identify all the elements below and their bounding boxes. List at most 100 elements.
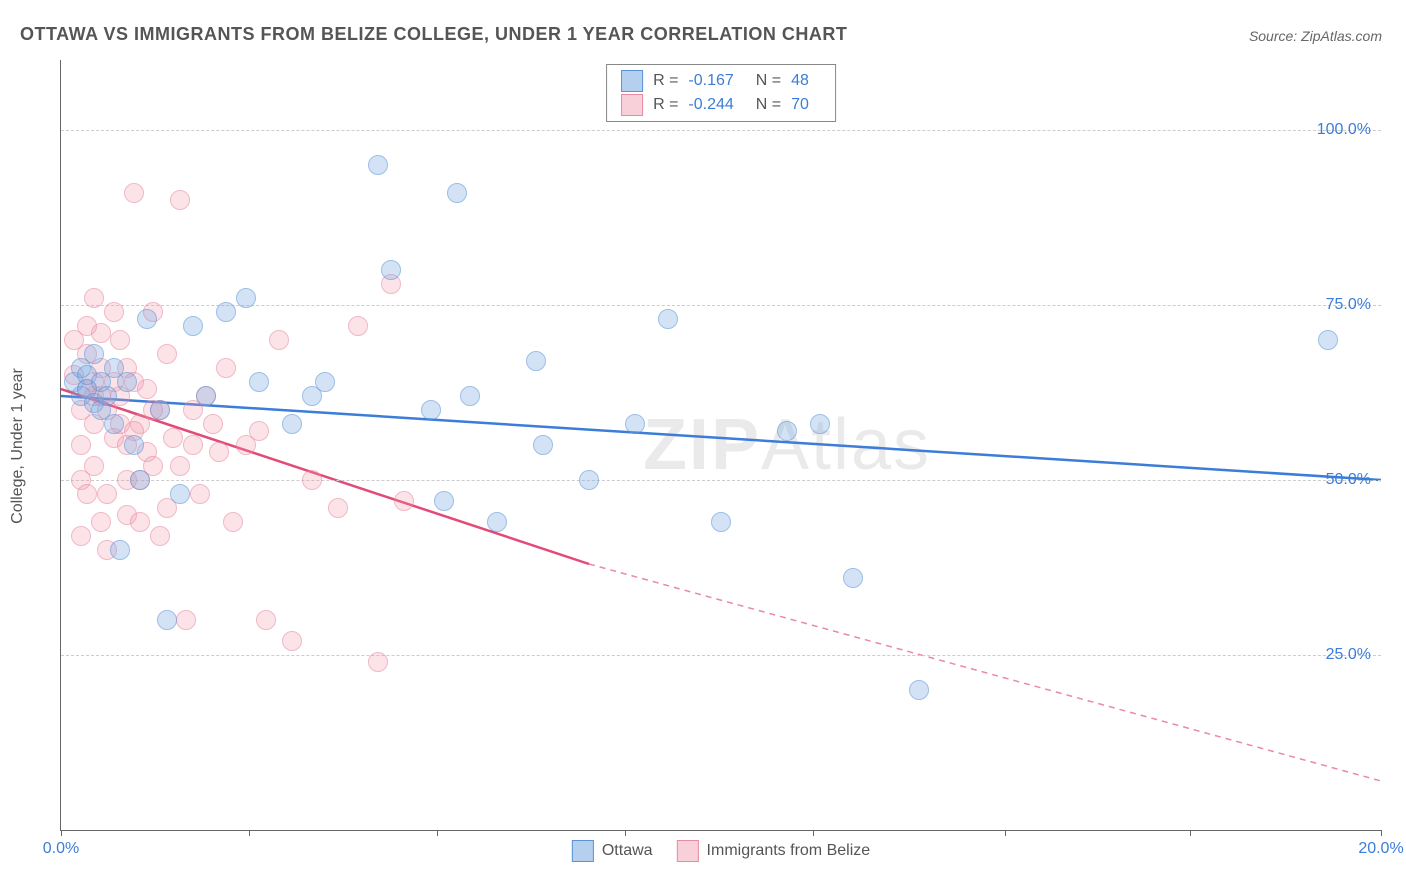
scatter-point bbox=[236, 288, 256, 308]
source-label: Source: ZipAtlas.com bbox=[1249, 28, 1382, 44]
gridline bbox=[61, 130, 1381, 131]
y-tick-label: 25.0% bbox=[1326, 646, 1371, 664]
scatter-point bbox=[84, 456, 104, 476]
legend-stats-row: R = -0.167 N = 48 bbox=[621, 69, 821, 93]
scatter-point bbox=[124, 183, 144, 203]
legend-item-belize: Immigrants from Belize bbox=[677, 840, 871, 862]
scatter-point bbox=[421, 400, 441, 420]
scatter-point bbox=[91, 512, 111, 532]
x-tick-label: 20.0% bbox=[1358, 840, 1403, 858]
legend-label: Immigrants from Belize bbox=[707, 842, 871, 860]
n-label: N = bbox=[756, 69, 781, 93]
scatter-point bbox=[249, 421, 269, 441]
scatter-point bbox=[282, 414, 302, 434]
scatter-point bbox=[170, 484, 190, 504]
scatter-point bbox=[163, 428, 183, 448]
scatter-point bbox=[249, 372, 269, 392]
scatter-point bbox=[381, 260, 401, 280]
scatter-point bbox=[711, 512, 731, 532]
scatter-point bbox=[110, 330, 130, 350]
gridline bbox=[61, 305, 1381, 306]
scatter-point bbox=[137, 309, 157, 329]
r-value: -0.167 bbox=[688, 69, 733, 93]
scatter-point bbox=[190, 484, 210, 504]
scatter-point bbox=[97, 386, 117, 406]
scatter-point bbox=[269, 330, 289, 350]
scatter-point bbox=[110, 540, 130, 560]
legend-series: Ottawa Immigrants from Belize bbox=[572, 840, 870, 862]
x-tick-mark bbox=[1381, 830, 1382, 836]
x-tick-mark bbox=[1005, 830, 1006, 836]
scatter-point bbox=[256, 610, 276, 630]
scatter-point bbox=[487, 512, 507, 532]
scatter-point bbox=[216, 358, 236, 378]
y-tick-label: 75.0% bbox=[1326, 296, 1371, 314]
x-tick-label: 0.0% bbox=[43, 840, 79, 858]
x-tick-mark bbox=[61, 830, 62, 836]
trend-lines bbox=[61, 60, 1381, 830]
scatter-point bbox=[777, 421, 797, 441]
r-label: R = bbox=[653, 69, 678, 93]
scatter-point bbox=[909, 680, 929, 700]
plot-area: ZIPAtlas R = -0.167 N = 48 R = -0.244 N … bbox=[60, 60, 1381, 831]
swatch-belize-icon bbox=[621, 94, 643, 116]
legend-stats: R = -0.167 N = 48 R = -0.244 N = 70 bbox=[606, 64, 836, 122]
scatter-point bbox=[176, 610, 196, 630]
scatter-point bbox=[130, 512, 150, 532]
scatter-point bbox=[150, 526, 170, 546]
scatter-point bbox=[157, 344, 177, 364]
scatter-point bbox=[447, 183, 467, 203]
scatter-point bbox=[460, 386, 480, 406]
gridline bbox=[61, 655, 1381, 656]
scatter-point bbox=[71, 526, 91, 546]
n-label: N = bbox=[756, 93, 781, 117]
scatter-point bbox=[302, 470, 322, 490]
scatter-point bbox=[526, 351, 546, 371]
x-tick-mark bbox=[625, 830, 626, 836]
gridline bbox=[61, 480, 1381, 481]
scatter-point bbox=[1318, 330, 1338, 350]
scatter-point bbox=[71, 435, 91, 455]
scatter-point bbox=[170, 190, 190, 210]
swatch-belize-icon bbox=[677, 840, 699, 862]
scatter-point bbox=[77, 484, 97, 504]
scatter-point bbox=[84, 288, 104, 308]
scatter-point bbox=[348, 316, 368, 336]
scatter-point bbox=[196, 386, 216, 406]
scatter-point bbox=[104, 302, 124, 322]
x-tick-mark bbox=[1190, 830, 1191, 836]
scatter-point bbox=[216, 302, 236, 322]
legend-item-ottawa: Ottawa bbox=[572, 840, 653, 862]
swatch-ottawa-icon bbox=[572, 840, 594, 862]
scatter-point bbox=[223, 512, 243, 532]
legend-stats-row: R = -0.244 N = 70 bbox=[621, 93, 821, 117]
swatch-ottawa-icon bbox=[621, 70, 643, 92]
scatter-point bbox=[394, 491, 414, 511]
scatter-point bbox=[579, 470, 599, 490]
scatter-point bbox=[183, 435, 203, 455]
scatter-point bbox=[533, 435, 553, 455]
scatter-point bbox=[97, 484, 117, 504]
scatter-point bbox=[434, 491, 454, 511]
r-value: -0.244 bbox=[688, 93, 733, 117]
scatter-point bbox=[150, 400, 170, 420]
r-label: R = bbox=[653, 93, 678, 117]
scatter-point bbox=[124, 435, 144, 455]
scatter-point bbox=[117, 372, 137, 392]
scatter-point bbox=[157, 610, 177, 630]
x-tick-mark bbox=[249, 830, 250, 836]
scatter-point bbox=[209, 442, 229, 462]
scatter-point bbox=[843, 568, 863, 588]
scatter-point bbox=[77, 316, 97, 336]
scatter-point bbox=[328, 498, 348, 518]
y-axis-label: College, Under 1 year bbox=[9, 368, 27, 524]
n-value: 48 bbox=[791, 69, 809, 93]
scatter-point bbox=[84, 344, 104, 364]
scatter-point bbox=[170, 456, 190, 476]
scatter-point bbox=[368, 652, 388, 672]
scatter-point bbox=[130, 470, 150, 490]
scatter-point bbox=[658, 309, 678, 329]
scatter-point bbox=[183, 316, 203, 336]
watermark: ZIPAtlas bbox=[643, 404, 931, 486]
scatter-point bbox=[368, 155, 388, 175]
